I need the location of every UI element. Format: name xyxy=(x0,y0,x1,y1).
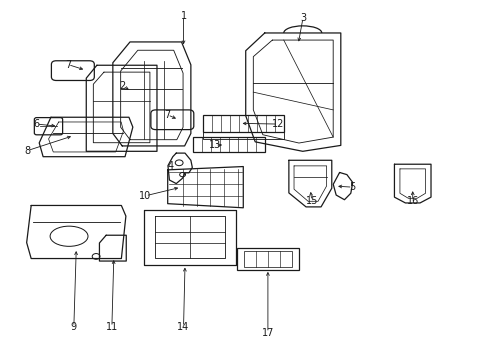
Text: 6: 6 xyxy=(33,119,39,129)
Text: 16: 16 xyxy=(406,196,418,206)
Text: 15: 15 xyxy=(305,196,317,206)
Bar xyxy=(203,115,283,132)
Text: 11: 11 xyxy=(105,322,118,332)
Text: 9: 9 xyxy=(71,322,77,332)
Text: 4: 4 xyxy=(167,161,173,171)
Text: 17: 17 xyxy=(261,328,274,338)
Text: 8: 8 xyxy=(24,145,31,156)
Bar xyxy=(236,248,299,270)
Text: 13: 13 xyxy=(209,140,221,150)
Text: 14: 14 xyxy=(177,322,189,332)
Text: 12: 12 xyxy=(271,119,283,129)
Text: 1: 1 xyxy=(180,11,186,21)
Text: 10: 10 xyxy=(139,191,151,201)
Text: 5: 5 xyxy=(349,182,355,192)
Bar xyxy=(192,137,264,152)
Text: 7: 7 xyxy=(65,59,71,69)
Text: 7: 7 xyxy=(164,110,170,120)
Text: 2: 2 xyxy=(119,81,125,91)
Bar xyxy=(244,251,291,267)
Text: 3: 3 xyxy=(299,13,305,23)
